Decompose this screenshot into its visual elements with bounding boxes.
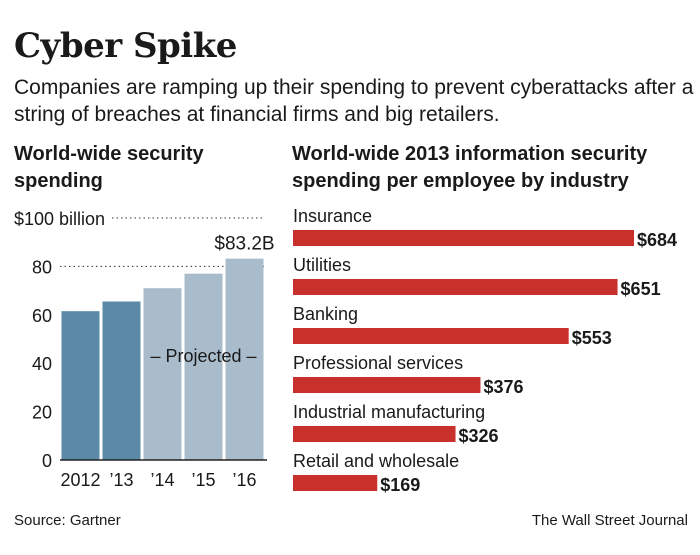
- bar: [143, 288, 182, 460]
- publisher-credit: The Wall Street Journal: [531, 512, 688, 529]
- value-label: $651: [621, 279, 661, 299]
- category-label: Industrial manufacturing: [293, 402, 485, 422]
- category-label: Professional services: [293, 353, 463, 373]
- value-label: $169: [380, 475, 420, 495]
- bar: [184, 273, 223, 460]
- projected-label: – Projected –: [150, 346, 256, 366]
- right-chart-title: World-wide 2013 information security spe…: [292, 143, 648, 192]
- category-label: Utilities: [293, 255, 351, 275]
- value-label: $553: [572, 328, 612, 348]
- bar: [102, 301, 141, 460]
- value-label: $376: [483, 377, 523, 397]
- x-tick-label: ’13: [109, 470, 133, 490]
- x-tick-label: 2012: [60, 470, 100, 490]
- x-tick-label: ’15: [191, 470, 215, 490]
- y-tick-label: 80: [32, 257, 52, 277]
- y-tick-label: 40: [32, 354, 52, 374]
- bar: [293, 230, 634, 246]
- value-label: $684: [637, 230, 677, 250]
- x-tick-label: ’14: [150, 470, 174, 490]
- y-tick-label: 0: [42, 451, 52, 471]
- bar: [293, 328, 569, 344]
- x-tick-label: ’16: [232, 470, 256, 490]
- category-label: Retail and wholesale: [293, 451, 459, 471]
- per-employee-spending-chart: Insurance $684 Utilities $651 Banking $553 Pro…: [293, 206, 677, 495]
- category-label: Banking: [293, 304, 358, 324]
- bar: [293, 475, 378, 491]
- bar: [61, 311, 100, 460]
- source-note: Source: Gartner: [14, 512, 121, 529]
- page-title: Cyber Spike: [14, 26, 237, 66]
- category-label: Insurance: [293, 206, 372, 226]
- bar: [293, 279, 618, 295]
- bar: [293, 377, 481, 393]
- y-tick-label: 60: [32, 306, 52, 326]
- y-tick-label: $100 billion: [14, 209, 105, 229]
- y-tick-label: 20: [32, 403, 52, 423]
- value-label: $326: [459, 426, 499, 446]
- subtitle: Companies are ramping up their spending …: [14, 76, 694, 126]
- bar: [225, 258, 264, 460]
- left-chart-title: World-wide security spending: [14, 143, 204, 192]
- security-spending-chart: 0 20 40 60 80 $100 billion 2012 ’13 ’14 ’15 ’16 – P…: [14, 209, 275, 490]
- bar: [293, 426, 456, 442]
- data-label: $83.2B: [214, 234, 274, 255]
